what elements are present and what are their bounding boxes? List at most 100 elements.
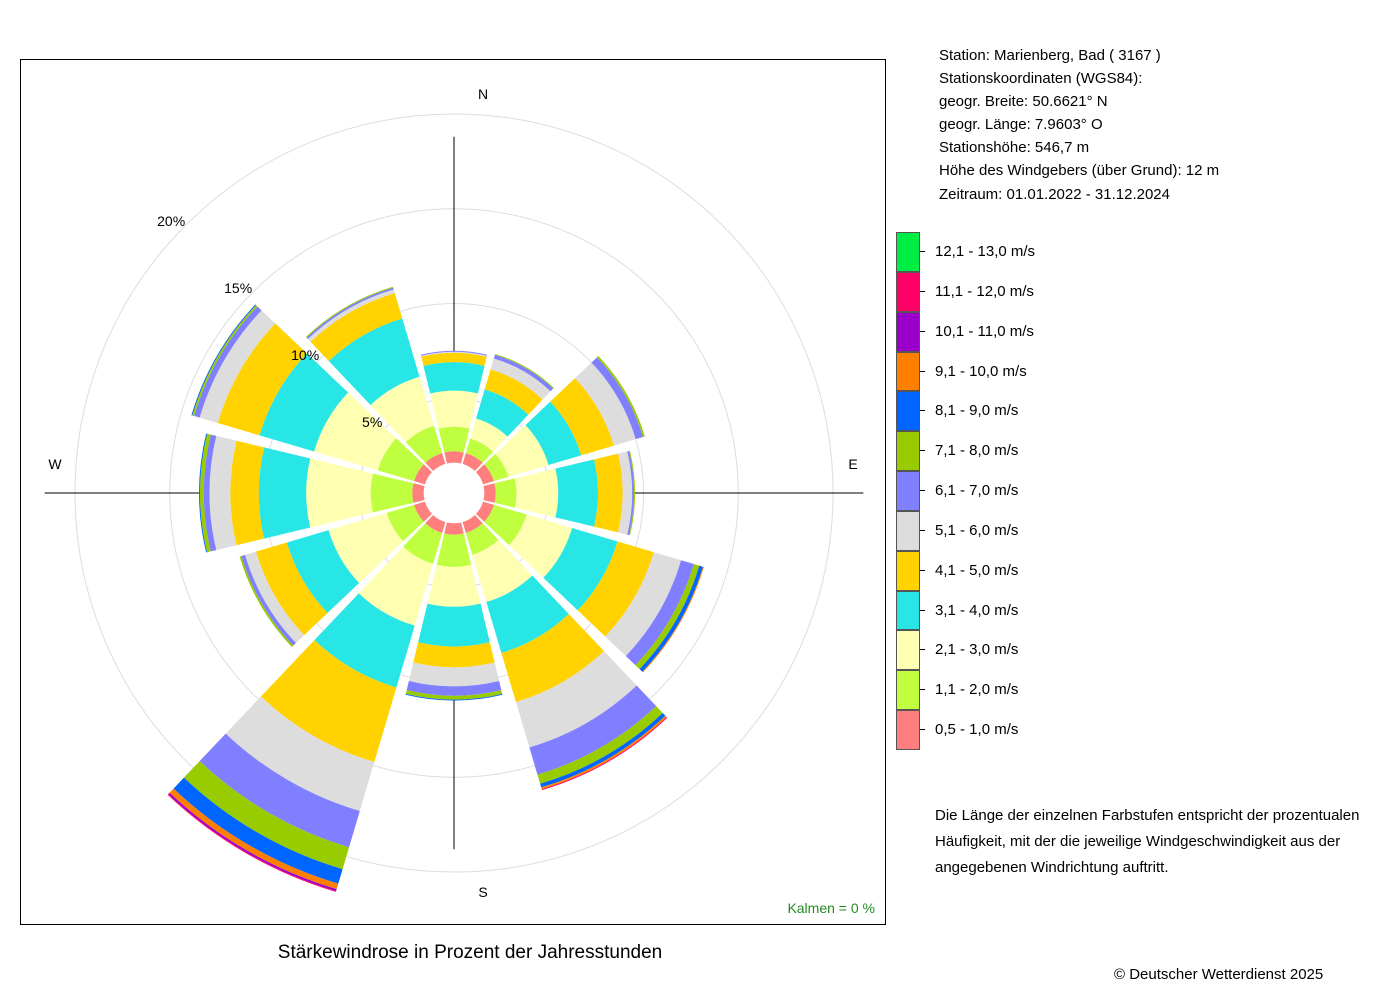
wind-sector-segment (484, 453, 509, 482)
wind-sector-segment (169, 788, 339, 890)
wind-sector-segment (314, 593, 415, 688)
station-latitude: geogr. Breite: 50.6621° N (939, 93, 1108, 111)
wind-sector-segment (418, 603, 490, 647)
legend-label: 3,1 - 4,0 m/s (935, 601, 1019, 619)
wind-sector-segment (328, 512, 404, 584)
legend-swatch (896, 670, 920, 711)
legend-tick (920, 290, 925, 292)
wind-sector-segment (423, 362, 485, 394)
direction-label-north: N (478, 86, 488, 102)
legend-swatch (896, 351, 920, 392)
wind-sector-segment (543, 527, 618, 611)
legend-swatch (896, 232, 920, 272)
wind-sector-segment (225, 696, 375, 811)
wind-sector-segment (258, 447, 311, 539)
wind-sector-segment (484, 369, 543, 415)
station-name: Station: Marienberg, Bad ( 3167 ) (939, 47, 1161, 64)
chart-title: Stärkewindrose in Prozent der Jahresstun… (277, 942, 663, 963)
legend-label: 9,1 - 10,0 m/s (935, 362, 1027, 380)
legend-tick (920, 729, 925, 731)
wind-sector-segment (183, 761, 350, 870)
wind-sector-segment (495, 425, 549, 477)
wind-sector-segment (501, 613, 605, 702)
wind-sector-segment (403, 523, 443, 564)
wind-sector-segment (377, 438, 424, 482)
wind-sector-segment (594, 453, 623, 533)
legend-swatch (896, 471, 920, 511)
wind-sector-segment (420, 350, 488, 356)
wind-sector-segment (286, 530, 360, 614)
legend-tick (920, 410, 925, 412)
legend-label: 10,1 - 11,0 m/s (935, 322, 1034, 340)
wind-sector-segment (413, 642, 495, 668)
wind-sector-segment (199, 310, 276, 424)
legend-swatch (896, 510, 920, 551)
legend-label: 1,1 - 2,0 m/s (935, 681, 1019, 699)
speed-legend: 12,1 - 13,0 m/s 11,1 - 12,0 m/s 10,1 - 11,… (896, 232, 1156, 750)
wind-sector-segment (476, 389, 529, 437)
legend-label: 0,5 - 1,0 m/s (935, 721, 1019, 739)
station-height: Stationshöhe: 546,7 m (939, 139, 1090, 157)
legend-swatch (896, 590, 920, 631)
legend-item: 5,1 - 6,0 m/s (896, 510, 1156, 551)
legend-swatch (896, 431, 920, 472)
wind-rose-svg: 5% 10% 15% 20% N S E W Kalmen = 0 % (44, 86, 875, 916)
legend-item: 8,1 - 9,0 m/s (896, 391, 1156, 432)
legend-tick (920, 569, 925, 571)
wind-sector-segment (629, 450, 635, 536)
calm-label: Kalmen = 0 % (787, 900, 875, 916)
legend-label: 12,1 - 13,0 m/s (935, 243, 1036, 260)
direction-label-west: W (48, 456, 62, 472)
wind-sector-segment (203, 434, 217, 552)
wind-sector-segment (405, 425, 443, 463)
wind-sector-segment (438, 426, 470, 453)
legend-tick (920, 450, 925, 452)
wind-sector-segment (470, 418, 508, 452)
copyright-notice: © Deutscher Wetterdienst 2025 (1114, 966, 1324, 983)
legend-item: 3,1 - 4,0 m/s (896, 590, 1156, 631)
wind-sector-segment (486, 575, 569, 653)
wind-sector-segment (255, 542, 328, 636)
wind-sector-segment (627, 450, 635, 536)
wind-sector-segment (436, 533, 472, 567)
wind-sector-segment (529, 685, 657, 775)
wind-sector-segment (245, 551, 305, 644)
radial-tick-label: 5% (362, 414, 382, 430)
wind-sector-segment (370, 473, 414, 513)
wind-sector-segment (493, 354, 554, 392)
legend-tick (920, 689, 925, 691)
wind-sector-segment (307, 289, 395, 342)
wind-sector-segment (230, 440, 265, 546)
direction-label-east: E (848, 456, 857, 472)
wind-sector-segment (328, 318, 420, 406)
wind-sector-segment (200, 433, 211, 553)
legend-item: 4,1 - 5,0 m/s (896, 550, 1156, 591)
wind-sector-segment (386, 504, 424, 542)
wind-sector-segment (508, 514, 573, 578)
wind-sector-segment (259, 353, 349, 452)
wind-sector-segment (465, 438, 494, 463)
wind-sector-segment (525, 401, 582, 466)
wind-sector-segment (484, 504, 527, 546)
legend-tick (920, 649, 925, 651)
legend-item: 12,1 - 13,0 m/s (896, 232, 1156, 272)
legend-tick (920, 251, 925, 252)
wind-sector-segment (199, 733, 360, 848)
wind-sector-segment (405, 693, 503, 701)
legend-tick (920, 529, 925, 531)
wind-sector-segment (635, 564, 700, 670)
sensor-height: Höhe des Windgebers (über Grund): 12 m (939, 162, 1220, 180)
legend-tick (920, 330, 925, 332)
legend-item: 6,1 - 7,0 m/s (896, 471, 1156, 511)
wind-sector-segment (591, 357, 643, 440)
wind-sector-segment (639, 565, 703, 672)
time-period: Zeitraum: 01.01.2022 - 31.12.2024 (939, 185, 1170, 203)
legend-label: 8,1 - 9,0 m/s (935, 402, 1019, 420)
wind-sector-segment (537, 706, 663, 784)
wind-sector-segment (494, 478, 517, 508)
wind-sector-segment (241, 554, 296, 646)
legend-label: 11,1 - 12,0 m/s (935, 282, 1034, 300)
legend-label: 4,1 - 5,0 m/s (935, 561, 1019, 579)
wind-sector-segment (465, 523, 499, 555)
wind-sector-segment (209, 435, 237, 551)
